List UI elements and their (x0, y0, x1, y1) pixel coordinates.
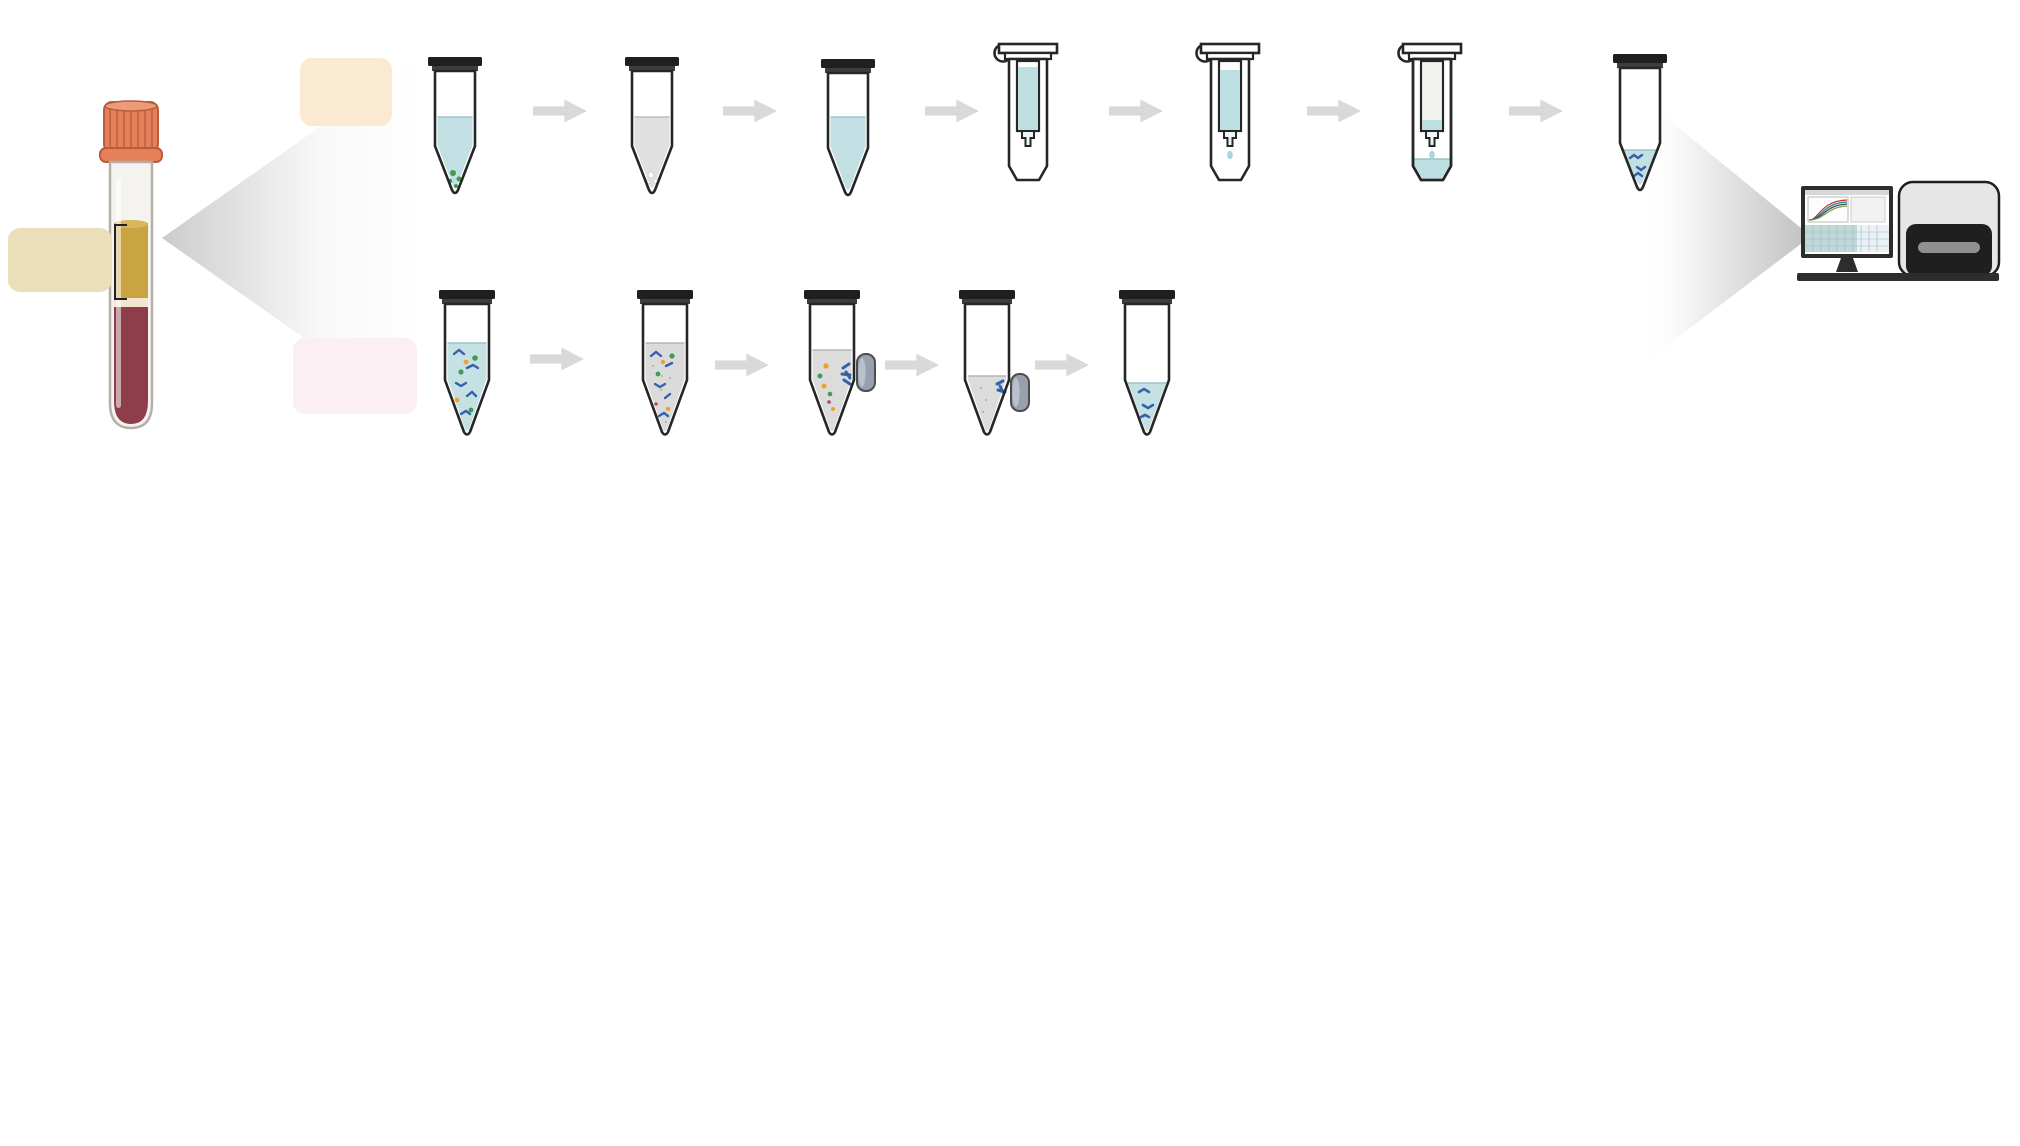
blood-tube-icon (99, 100, 163, 430)
microtube-lyse-icon (428, 57, 482, 195)
arrow-icon (1035, 353, 1089, 377)
magnetic-branch-box (293, 338, 417, 414)
conical-tube-purified-icon (1119, 290, 1175, 436)
spin-column-adsorption-icon (993, 42, 1059, 182)
plasma-bracket (114, 224, 127, 300)
qpcr-machine-icon (1797, 180, 2001, 281)
conical-tube-magnet-icon (804, 290, 876, 436)
microtube-purified-icon (1613, 54, 1667, 192)
column-branch-box (300, 58, 392, 126)
arrow-icon (1109, 99, 1163, 123)
plasma-label-box (8, 228, 112, 292)
arrow-icon (715, 353, 769, 377)
arrow-icon (925, 99, 979, 123)
line-chart-panel-b (60, 500, 850, 1146)
arrow-icon (533, 99, 587, 123)
converge-fan-shape (1645, 100, 1811, 362)
arrow-icon (530, 347, 584, 371)
microtube-supernatant-icon (821, 59, 875, 197)
conical-tube-magnet-low-icon (959, 290, 1030, 436)
conical-tube-capture-icon (637, 290, 693, 436)
microtube-chloroform-icon (625, 57, 679, 195)
arrow-icon (723, 99, 777, 123)
arrow-icon (885, 353, 939, 377)
arrow-icon (1509, 99, 1563, 123)
spin-column-rinsing-icon (1195, 42, 1261, 182)
bar-chart-panel-c (990, 500, 1820, 1146)
conical-tube-lyse-icon (439, 290, 495, 436)
arrow-icon (1307, 99, 1361, 123)
spin-column-elution-icon (1397, 42, 1463, 182)
